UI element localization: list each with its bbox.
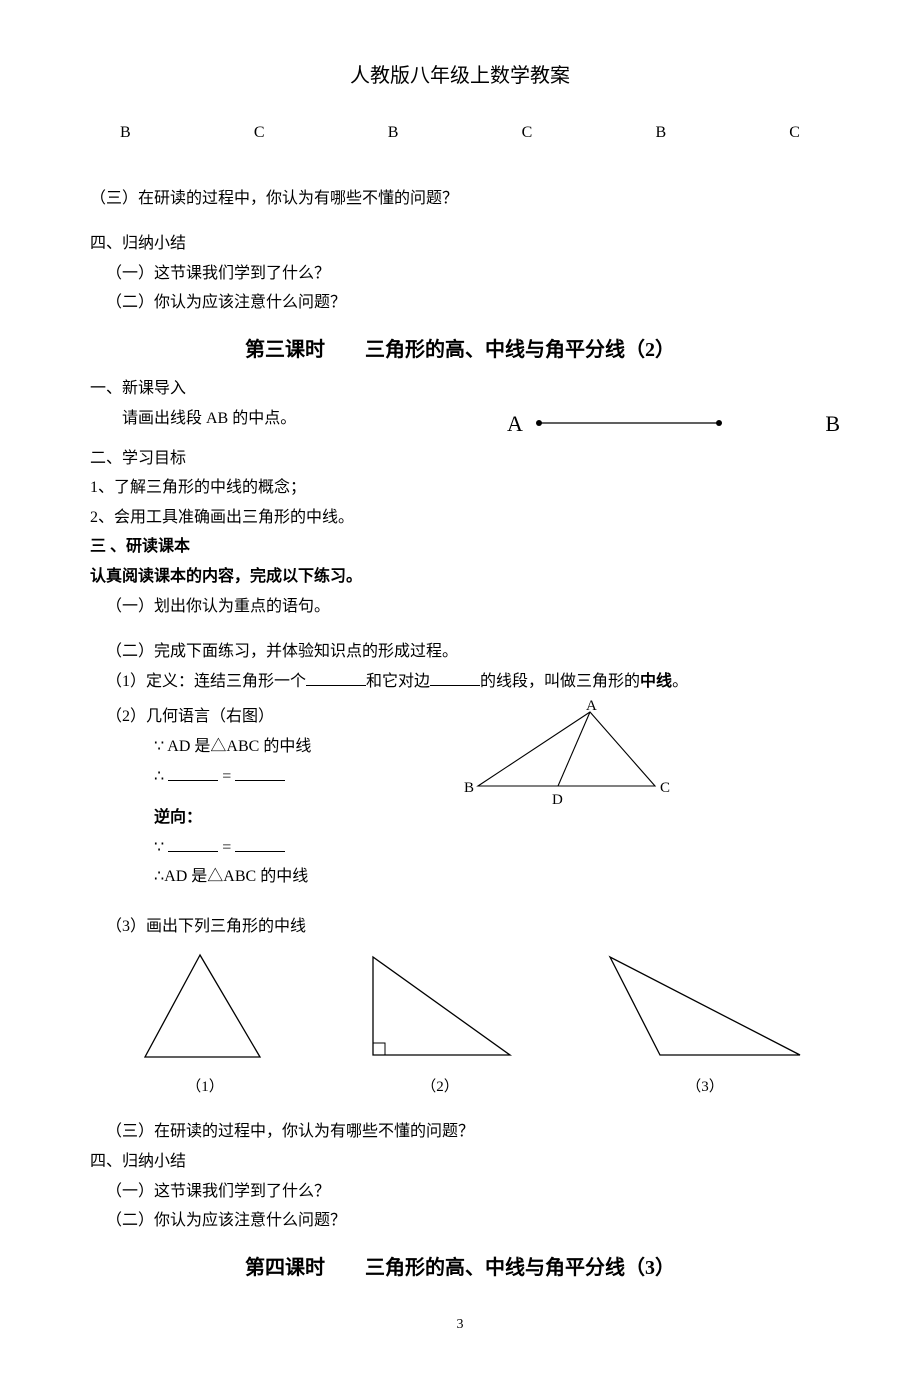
bc-label: B	[120, 120, 131, 146]
geom-line1: AD 是△ABC 的中线	[90, 734, 460, 760]
prev-s4-2: （二）你认为应该注意什么问题？	[90, 290, 830, 316]
lesson3-s4-1: （一）这节课我们学到了什么？	[90, 1179, 830, 1205]
prev-q3: （三）在研读的过程中，你认为有哪些不懂的问题？	[90, 186, 830, 212]
segment-ab-svg	[535, 416, 725, 430]
lesson3-q3: （三）在研读的过程中，你认为有哪些不懂的问题？	[90, 1119, 830, 1145]
def-prefix: （1）定义：连结三角形一个	[106, 673, 306, 690]
geom-inverse-concl-text: AD 是△ABC 的中线	[164, 868, 308, 885]
eq-text: =	[218, 839, 231, 856]
geom-l1-text: AD 是△ABC 的中线	[164, 738, 311, 755]
page-number: 3	[90, 1314, 830, 1336]
tri-label-d: D	[552, 788, 563, 812]
triangles-row: （1） （2） （3）	[90, 947, 830, 1099]
blank-fill[interactable]	[235, 765, 285, 781]
def-suffix-a: 的线段，叫做三角形的	[480, 673, 640, 690]
blank-fill[interactable]	[168, 765, 218, 781]
tri-label-a: A	[586, 694, 597, 718]
geom-inverse-eq: =	[90, 835, 460, 861]
lesson3-s1-line: 请画出线段 AB 的中点。	[90, 406, 497, 432]
lesson3-s4-2: （二）你认为应该注意什么问题？	[90, 1208, 830, 1234]
lesson3-s4: 四、归纳小结	[90, 1149, 830, 1175]
lesson3-s3: 三 、研读课本	[90, 534, 830, 560]
tri-label-c: C	[660, 776, 670, 800]
def-suffix-b: 中线	[640, 673, 672, 690]
blank-fill[interactable]	[168, 836, 218, 852]
because-icon	[154, 839, 164, 856]
geom-eq-line: =	[90, 764, 460, 790]
triangle-abc-svg	[460, 704, 680, 804]
triangle-1-caption: （1）	[130, 1075, 280, 1099]
bc-label: B	[388, 120, 399, 146]
lesson3-s3-1: （一）划出你认为重点的语句。	[90, 594, 830, 620]
geom-language-row: （2）几何语言（右图） AD 是△ABC 的中线 = 逆向： = AD 是△AB…	[90, 704, 830, 894]
lesson3-s3-2: （二）完成下面练习，并体验知识点的形成过程。	[90, 639, 830, 665]
bc-label: B	[655, 120, 666, 146]
triangle-3: （3）	[600, 947, 810, 1099]
lesson3-title: 第三课时 三角形的高、中线与角平分线（2）	[90, 334, 830, 366]
tri-label-b: B	[464, 776, 474, 800]
bc-label: C	[789, 120, 800, 146]
triangle-1: （1）	[130, 947, 280, 1099]
segment-a-label: A	[507, 406, 523, 441]
def-mid: 和它对边	[366, 673, 430, 690]
lesson3-definition: （1）定义：连结三角形一个 和它对边 的线段，叫做三角形的中线。	[90, 669, 830, 695]
triangle-2-caption: （2）	[355, 1075, 525, 1099]
triangle-3-svg	[600, 947, 810, 1067]
bc-label: C	[522, 120, 533, 146]
page-header-title: 人教版八年级上数学教案	[90, 60, 830, 92]
prev-s4-1: （一）这节课我们学到了什么？	[90, 261, 830, 287]
lesson3-s2-2: 2、会用工具准确画出三角形的中线。	[90, 505, 830, 531]
triangle-1-svg	[130, 947, 280, 1067]
segment-ab-figure: A B	[497, 410, 830, 440]
segment-b-label: B	[825, 406, 840, 441]
lesson3-s2-1: 1、了解三角形的中线的概念；	[90, 475, 830, 501]
eq-text: =	[218, 768, 231, 785]
lesson3-s3-intro: 认真阅读课本的内容，完成以下练习。	[90, 564, 830, 590]
lesson3-intro-row: 请画出线段 AB 的中点。 A B	[90, 406, 830, 440]
lesson3-s3-3-title: （3）画出下列三角形的中线	[90, 914, 830, 940]
lesson3-s2: 二、学习目标	[90, 446, 830, 472]
triangle-2-svg	[355, 947, 525, 1067]
blank-fill[interactable]	[235, 836, 285, 852]
geom-title: （2）几何语言（右图）	[90, 704, 460, 730]
because-icon	[154, 738, 164, 755]
therefore-icon	[154, 768, 164, 785]
therefore-icon	[154, 868, 164, 885]
triangle-2: （2）	[355, 947, 525, 1099]
bc-label: C	[254, 120, 265, 146]
triangle-abc-figure: A B C D	[460, 704, 830, 804]
lesson4-title: 第四课时 三角形的高、中线与角平分线（3）	[90, 1252, 830, 1284]
blank-fill[interactable]	[430, 670, 480, 686]
bc-label-row: B C B C B C	[90, 120, 830, 146]
triangle-3-caption: （3）	[600, 1075, 810, 1099]
blank-fill[interactable]	[306, 670, 366, 686]
prev-s4: 四、归纳小结	[90, 231, 830, 257]
geom-inverse-title: 逆向：	[90, 805, 460, 831]
geom-inverse-concl: AD 是△ABC 的中线	[90, 864, 460, 890]
def-suffix-c: 。	[672, 673, 688, 690]
lesson3-s1: 一、新课导入	[90, 376, 830, 402]
